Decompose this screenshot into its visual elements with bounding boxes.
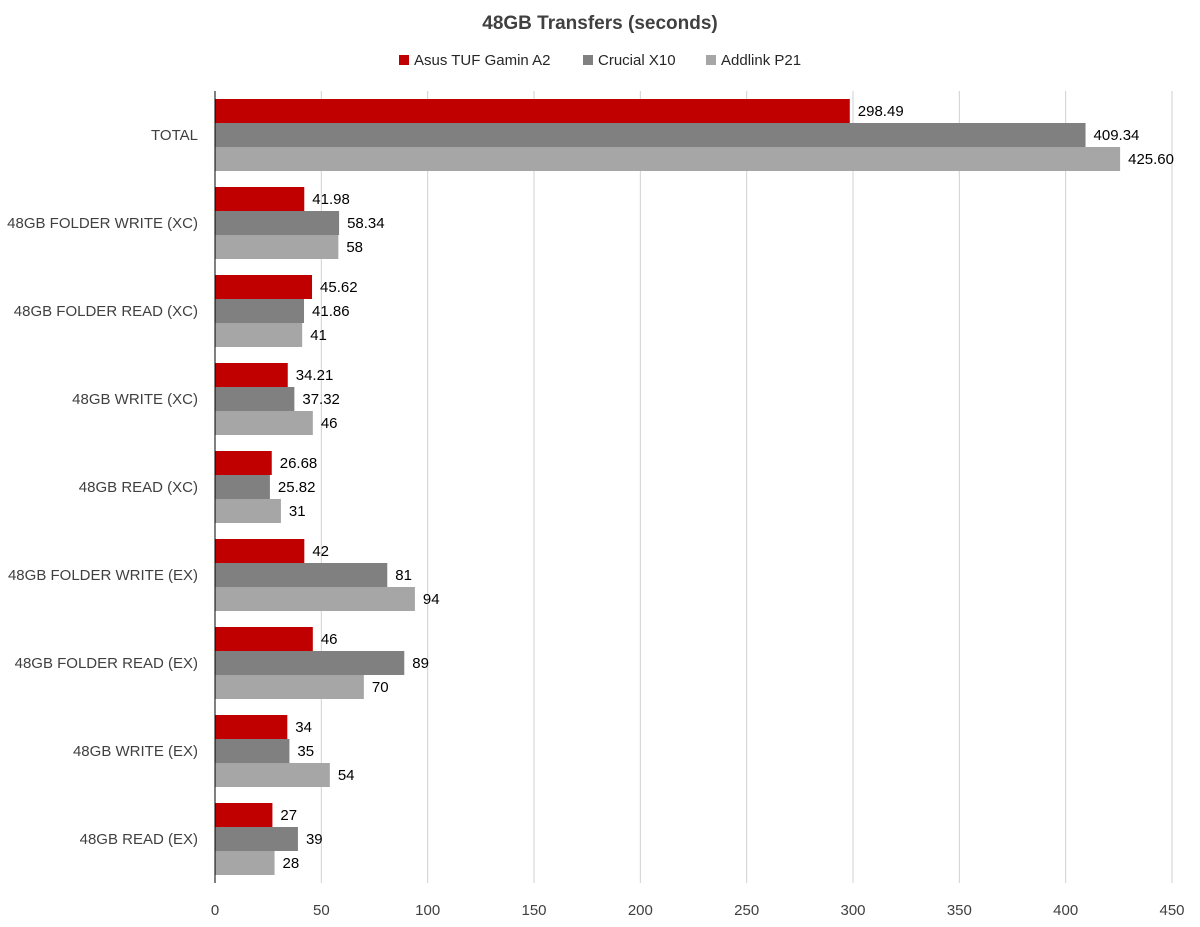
bar (215, 187, 305, 211)
category-label: 48GB FOLDER READ (XC) (14, 303, 198, 320)
category-label: 48GB WRITE (XC) (72, 391, 198, 408)
data-label: 45.62 (320, 279, 358, 296)
data-label: 34.21 (296, 367, 334, 384)
bar (215, 451, 272, 475)
data-label: 94 (423, 591, 440, 608)
category-label: 48GB FOLDER WRITE (EX) (8, 567, 198, 584)
data-label: 42 (312, 543, 329, 560)
category-label: 48GB FOLDER WRITE (XC) (7, 215, 198, 232)
bar (215, 651, 405, 675)
x-tick-label: 200 (628, 902, 653, 919)
data-label: 46 (321, 631, 338, 648)
bar (215, 475, 270, 499)
x-tick-label: 50 (313, 902, 330, 919)
bar (215, 147, 1121, 171)
data-label: 81 (395, 567, 412, 584)
x-tick-label: 400 (1053, 902, 1078, 919)
bar (215, 851, 275, 875)
data-label: 39 (306, 831, 323, 848)
data-label: 31 (289, 503, 306, 520)
data-label: 298.49 (858, 103, 904, 120)
bar (215, 539, 305, 563)
category-label: 48GB WRITE (EX) (73, 743, 198, 760)
bar (215, 235, 339, 259)
data-label: 34 (295, 719, 312, 736)
legend-swatch (706, 55, 716, 65)
x-tick-label: 250 (734, 902, 759, 919)
axes: 0 50 100 150 200 250 300 350 400 450 TOTAL 48GB FOL… (7, 91, 1185, 919)
bar (215, 211, 340, 235)
x-tick-label: 100 (415, 902, 440, 919)
data-label: 26.68 (280, 455, 318, 472)
bar (215, 803, 273, 827)
bars-group: 298.49 409.34 425.60 41.98 58.34 58 45.62 41.86… (215, 99, 1174, 875)
x-tick-label: 300 (840, 902, 865, 919)
bar (215, 715, 288, 739)
bar (215, 363, 288, 387)
bar (215, 627, 313, 651)
data-label: 46 (321, 415, 338, 432)
data-label: 54 (338, 767, 355, 784)
data-label: 70 (372, 679, 389, 696)
x-tick-label: 450 (1159, 902, 1184, 919)
bar (215, 763, 330, 787)
x-tick-label: 350 (947, 902, 972, 919)
legend-swatch (583, 55, 593, 65)
data-label: 409.34 (1094, 127, 1140, 144)
bar (215, 299, 305, 323)
category-label: 48GB READ (XC) (79, 479, 198, 496)
data-label: 41.98 (312, 191, 350, 208)
bar (215, 275, 313, 299)
chart-legend: Asus TUF Gamin A2 Crucial X10 Addlink P21 (399, 52, 801, 69)
data-label: 41 (310, 327, 327, 344)
bar (215, 411, 313, 435)
bar (215, 827, 298, 851)
data-label: 41.86 (312, 303, 350, 320)
x-tick-label: 150 (521, 902, 546, 919)
bar (215, 323, 303, 347)
category-label: 48GB FOLDER READ (EX) (15, 655, 198, 672)
data-label: 58.34 (347, 215, 385, 232)
data-label: 35 (297, 743, 314, 760)
legend-label: Asus TUF Gamin A2 (414, 52, 550, 69)
bar (215, 587, 415, 611)
bar (215, 675, 364, 699)
legend-label: Crucial X10 (598, 52, 676, 69)
legend-label: Addlink P21 (721, 52, 801, 69)
data-label: 25.82 (278, 479, 316, 496)
category-label: 48GB READ (EX) (80, 831, 198, 848)
bar (215, 123, 1086, 147)
data-label: 27 (280, 807, 297, 824)
gridlines (320, 91, 1173, 883)
bar (215, 99, 850, 123)
data-label: 37.32 (302, 391, 340, 408)
bar (215, 563, 388, 587)
chart-title: 48GB Transfers (seconds) (482, 13, 717, 34)
data-label: 89 (412, 655, 429, 672)
legend-swatch (399, 55, 409, 65)
bar (215, 499, 281, 523)
data-label: 425.60 (1128, 151, 1174, 168)
bar (215, 387, 295, 411)
data-label: 58 (346, 239, 363, 256)
data-label: 28 (283, 855, 300, 872)
bar (215, 739, 290, 763)
category-label: TOTAL (151, 127, 198, 144)
x-tick-label: 0 (211, 902, 219, 919)
